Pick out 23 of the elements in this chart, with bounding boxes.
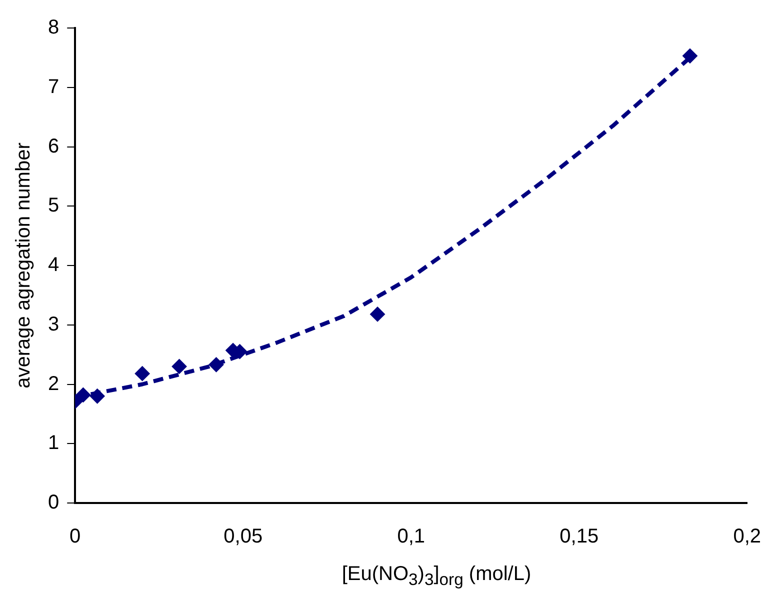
y-tick-label: 4 xyxy=(48,254,60,276)
x-tick-label: 0 xyxy=(70,526,81,548)
point xyxy=(208,357,224,372)
point xyxy=(134,366,150,382)
y-tick-label: 6 xyxy=(48,135,60,158)
y-tick-label: 2 xyxy=(48,372,60,395)
x-tick-label: 0,1 xyxy=(397,526,426,548)
point xyxy=(76,387,91,402)
point xyxy=(370,306,386,322)
point xyxy=(682,48,698,64)
x-tick-label: 0,15 xyxy=(560,526,599,548)
y-tick-label: 3 xyxy=(48,313,60,336)
y-tick-label: 5 xyxy=(48,194,60,217)
x-tick-label: 0,05 xyxy=(224,526,263,548)
point xyxy=(172,358,187,374)
x-axis-title: [Eu(NO$_{3}$)$_{3}$]$_{org}$ (mol/L) xyxy=(340,563,532,590)
y-axis-title: average agregation number xyxy=(12,142,35,388)
y-tick-label: 7 xyxy=(48,76,60,98)
y-tick-label: 0 xyxy=(48,492,60,514)
point xyxy=(90,388,105,404)
x-tick-label: 0,2 xyxy=(733,526,762,548)
y-tick-label: 1 xyxy=(48,432,60,454)
y-tick-label: 8 xyxy=(48,16,60,39)
